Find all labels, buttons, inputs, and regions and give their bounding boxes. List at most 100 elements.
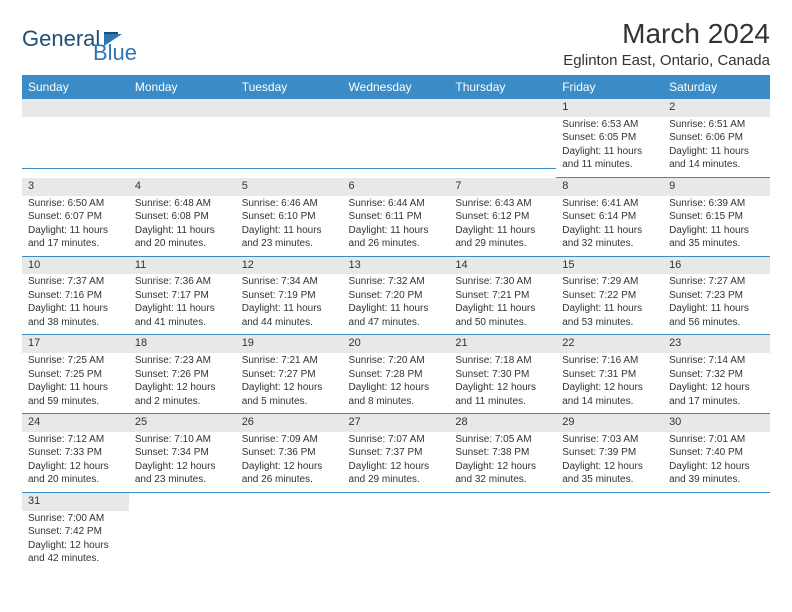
- daylight2-text: and 20 minutes.: [135, 238, 230, 251]
- sunrise-text: Sunrise: 7:25 AM: [28, 355, 123, 368]
- sunrise-text: Sunrise: 7:36 AM: [135, 276, 230, 289]
- day-details: Sunrise: 7:01 AMSunset: 7:40 PMDaylight:…: [663, 432, 770, 489]
- day-cell: 15Sunrise: 7:29 AMSunset: 7:22 PMDayligh…: [556, 257, 663, 336]
- sunset-text: Sunset: 7:28 PM: [349, 369, 444, 382]
- daylight2-text: and 47 minutes.: [349, 317, 444, 330]
- day-cell: 22Sunrise: 7:16 AMSunset: 7:31 PMDayligh…: [556, 335, 663, 414]
- sunrise-text: Sunrise: 6:43 AM: [455, 198, 550, 211]
- daylight1-text: Daylight: 12 hours: [242, 461, 337, 474]
- sunset-text: Sunset: 7:32 PM: [669, 369, 764, 382]
- day-cell: 3Sunrise: 6:50 AMSunset: 6:07 PMDaylight…: [22, 178, 129, 257]
- daylight2-text: and 20 minutes.: [28, 474, 123, 487]
- day-number-empty: [556, 493, 663, 511]
- sunrise-text: Sunrise: 7:32 AM: [349, 276, 444, 289]
- day-details: Sunrise: 7:10 AMSunset: 7:34 PMDaylight:…: [129, 432, 236, 489]
- calendar-table: SundayMondayTuesdayWednesdayThursdayFrid…: [22, 75, 770, 571]
- daylight1-text: Daylight: 12 hours: [669, 461, 764, 474]
- day-details: Sunrise: 7:36 AMSunset: 7:17 PMDaylight:…: [129, 274, 236, 331]
- day-details: Sunrise: 6:53 AMSunset: 6:05 PMDaylight:…: [556, 117, 663, 174]
- sunset-text: Sunset: 7:37 PM: [349, 447, 444, 460]
- daylight2-text: and 5 minutes.: [242, 396, 337, 409]
- day-details: Sunrise: 6:43 AMSunset: 6:12 PMDaylight:…: [449, 196, 556, 253]
- sunrise-text: Sunrise: 7:05 AM: [455, 434, 550, 447]
- day-details: Sunrise: 7:07 AMSunset: 7:37 PMDaylight:…: [343, 432, 450, 489]
- daylight2-text: and 53 minutes.: [562, 317, 657, 330]
- sunset-text: Sunset: 6:06 PM: [669, 132, 764, 145]
- daylight2-text: and 8 minutes.: [349, 396, 444, 409]
- daylight1-text: Daylight: 11 hours: [28, 225, 123, 238]
- day-cell: 19Sunrise: 7:21 AMSunset: 7:27 PMDayligh…: [236, 335, 343, 414]
- day-cell: 26Sunrise: 7:09 AMSunset: 7:36 PMDayligh…: [236, 414, 343, 493]
- day-details: Sunrise: 6:46 AMSunset: 6:10 PMDaylight:…: [236, 196, 343, 253]
- sunrise-text: Sunrise: 7:03 AM: [562, 434, 657, 447]
- daylight2-text: and 11 minutes.: [562, 159, 657, 172]
- day-header-monday: Monday: [129, 75, 236, 99]
- day-number: 26: [236, 414, 343, 432]
- day-cell: 31Sunrise: 7:00 AMSunset: 7:42 PMDayligh…: [22, 493, 129, 571]
- sunset-text: Sunset: 7:36 PM: [242, 447, 337, 460]
- day-cell: 21Sunrise: 7:18 AMSunset: 7:30 PMDayligh…: [449, 335, 556, 414]
- sunset-text: Sunset: 7:22 PM: [562, 290, 657, 303]
- day-details: Sunrise: 6:48 AMSunset: 6:08 PMDaylight:…: [129, 196, 236, 253]
- day-details: Sunrise: 6:51 AMSunset: 6:06 PMDaylight:…: [663, 117, 770, 174]
- sunrise-text: Sunrise: 7:23 AM: [135, 355, 230, 368]
- daylight1-text: Daylight: 11 hours: [28, 382, 123, 395]
- day-number: 12: [236, 257, 343, 275]
- daylight2-text: and 17 minutes.: [28, 238, 123, 251]
- sunset-text: Sunset: 7:42 PM: [28, 526, 123, 539]
- logo-text-general: General: [22, 26, 100, 52]
- day-header-thursday: Thursday: [449, 75, 556, 99]
- day-cell: [663, 493, 770, 571]
- sunset-text: Sunset: 7:38 PM: [455, 447, 550, 460]
- day-details: Sunrise: 7:18 AMSunset: 7:30 PMDaylight:…: [449, 353, 556, 410]
- day-number-empty: [449, 493, 556, 511]
- day-cell: 18Sunrise: 7:23 AMSunset: 7:26 PMDayligh…: [129, 335, 236, 414]
- day-cell: 24Sunrise: 7:12 AMSunset: 7:33 PMDayligh…: [22, 414, 129, 493]
- daylight2-text: and 26 minutes.: [242, 474, 337, 487]
- day-details: Sunrise: 7:20 AMSunset: 7:28 PMDaylight:…: [343, 353, 450, 410]
- day-details: Sunrise: 7:03 AMSunset: 7:39 PMDaylight:…: [556, 432, 663, 489]
- daylight1-text: Daylight: 12 hours: [135, 382, 230, 395]
- sunset-text: Sunset: 7:25 PM: [28, 369, 123, 382]
- day-cell: 10Sunrise: 7:37 AMSunset: 7:16 PMDayligh…: [22, 257, 129, 336]
- day-number: 5: [236, 178, 343, 196]
- day-cell: [449, 99, 556, 178]
- day-cell: [236, 493, 343, 571]
- sunrise-text: Sunrise: 7:37 AM: [28, 276, 123, 289]
- sunset-text: Sunset: 7:23 PM: [669, 290, 764, 303]
- week-row: 1Sunrise: 6:53 AMSunset: 6:05 PMDaylight…: [22, 99, 770, 178]
- daylight1-text: Daylight: 12 hours: [28, 461, 123, 474]
- sunrise-text: Sunrise: 7:00 AM: [28, 513, 123, 526]
- day-cell: 4Sunrise: 6:48 AMSunset: 6:08 PMDaylight…: [129, 178, 236, 257]
- week-row: 24Sunrise: 7:12 AMSunset: 7:33 PMDayligh…: [22, 414, 770, 493]
- daylight1-text: Daylight: 11 hours: [455, 303, 550, 316]
- day-details: Sunrise: 6:50 AMSunset: 6:07 PMDaylight:…: [22, 196, 129, 253]
- daylight2-text: and 29 minutes.: [349, 474, 444, 487]
- day-number: 3: [22, 178, 129, 196]
- sunset-text: Sunset: 7:39 PM: [562, 447, 657, 460]
- day-cell: [556, 493, 663, 571]
- day-number: 27: [343, 414, 450, 432]
- day-header-friday: Friday: [556, 75, 663, 99]
- daylight1-text: Daylight: 12 hours: [455, 461, 550, 474]
- sunset-text: Sunset: 7:27 PM: [242, 369, 337, 382]
- day-number: 1: [556, 99, 663, 117]
- daylight1-text: Daylight: 12 hours: [28, 540, 123, 553]
- day-details: Sunrise: 7:34 AMSunset: 7:19 PMDaylight:…: [236, 274, 343, 331]
- day-details: Sunrise: 7:00 AMSunset: 7:42 PMDaylight:…: [22, 511, 129, 568]
- daylight1-text: Daylight: 12 hours: [349, 382, 444, 395]
- sunset-text: Sunset: 6:15 PM: [669, 211, 764, 224]
- daylight2-text: and 38 minutes.: [28, 317, 123, 330]
- sunrise-text: Sunrise: 7:01 AM: [669, 434, 764, 447]
- sunrise-text: Sunrise: 6:50 AM: [28, 198, 123, 211]
- sunrise-text: Sunrise: 7:30 AM: [455, 276, 550, 289]
- sunrise-text: Sunrise: 7:20 AM: [349, 355, 444, 368]
- day-details: Sunrise: 6:39 AMSunset: 6:15 PMDaylight:…: [663, 196, 770, 253]
- daylight2-text: and 2 minutes.: [135, 396, 230, 409]
- day-number: 13: [343, 257, 450, 275]
- day-cell: 9Sunrise: 6:39 AMSunset: 6:15 PMDaylight…: [663, 178, 770, 257]
- day-number-empty: [663, 493, 770, 511]
- sunset-text: Sunset: 7:40 PM: [669, 447, 764, 460]
- day-number-empty: [129, 99, 236, 117]
- day-cell: 20Sunrise: 7:20 AMSunset: 7:28 PMDayligh…: [343, 335, 450, 414]
